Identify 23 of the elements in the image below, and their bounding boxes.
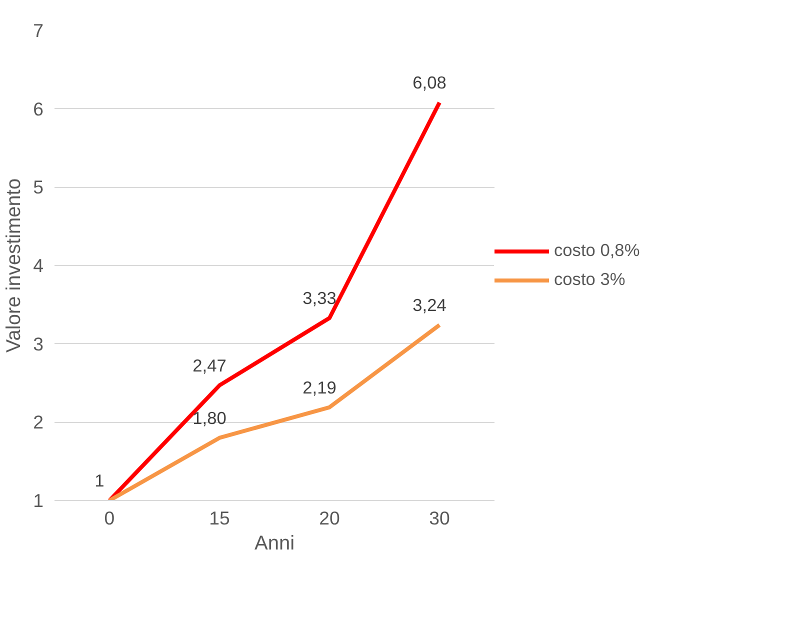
- y-axis-title: Valore investimento: [3, 178, 26, 353]
- y-tick-label: 2: [33, 412, 44, 433]
- x-tick-label: 15: [209, 508, 230, 528]
- data-label: 3,33: [302, 288, 336, 308]
- data-label: 3,24: [412, 295, 447, 316]
- y-tick-label: 1: [33, 490, 44, 511]
- data-label: 2,19: [302, 377, 336, 398]
- y-tick-label: 3: [33, 333, 44, 354]
- x-tick-label: 0: [104, 508, 115, 528]
- line-series: [108, 323, 442, 500]
- data-label: 2,47: [192, 355, 226, 376]
- y-tick-label: 6: [33, 98, 44, 120]
- legend-label: costo 3%: [554, 269, 626, 290]
- x-tick-label: 20: [319, 508, 340, 528]
- y-tick-label: 7: [33, 20, 44, 41]
- y-tick-label: 5: [33, 176, 44, 198]
- y-tick-label: 4: [33, 255, 44, 276]
- data-label: 1: [94, 470, 104, 490]
- x-tick-label: 30: [429, 508, 450, 528]
- data-label: 6,08: [412, 72, 446, 93]
- data-label: 1,80: [192, 408, 226, 428]
- x-axis-title: Anni: [254, 532, 295, 554]
- legend-label: costo 0,8%: [554, 240, 640, 261]
